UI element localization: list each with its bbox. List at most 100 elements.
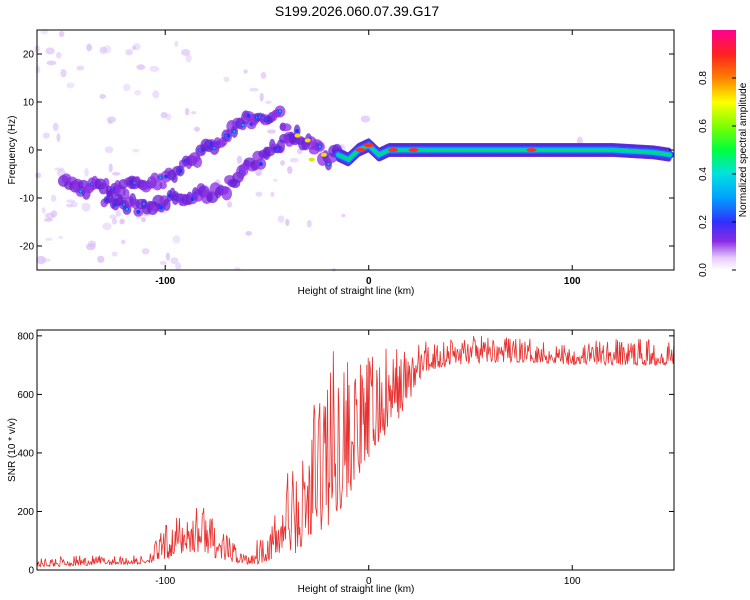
heatmap-hotspot	[308, 157, 315, 162]
heatmap-blob	[279, 123, 292, 132]
heatmap-speckle	[152, 90, 160, 99]
heatmap-speckle	[125, 49, 133, 56]
heatmap-speckle	[81, 202, 91, 212]
heatmap-speckle	[66, 203, 74, 208]
heatmap-speckle	[223, 76, 230, 82]
heatmap-blob	[122, 188, 130, 200]
heatmap-speckle	[97, 255, 105, 263]
heatmap-speckle	[66, 82, 75, 89]
heatmap-speckle	[136, 64, 146, 71]
heatmap-speckle	[35, 172, 42, 179]
heatmap-speckle	[56, 133, 61, 142]
heatmap-hotspot	[294, 133, 301, 138]
heatmap-speckle	[50, 194, 57, 202]
heatmap-blob	[163, 198, 171, 211]
y-tick-label: -10	[20, 194, 35, 205]
heatmap-speckle	[45, 47, 55, 55]
heatmap-hotspot	[304, 138, 311, 143]
heatmap-speckle	[159, 260, 167, 265]
heatmap-speckle	[341, 213, 346, 218]
heatmap-speckle	[43, 218, 53, 222]
y-tick-label: 200	[17, 507, 34, 518]
heatmap-peak-core	[125, 208, 129, 211]
heatmap-speckle	[86, 43, 92, 52]
heatmap-speckle	[259, 92, 264, 102]
colorbar-gradient	[712, 30, 736, 270]
heatmap-speckle	[99, 93, 106, 99]
heatmap-speckle	[236, 155, 243, 164]
x-tick-label: 100	[564, 276, 581, 287]
heatmap-speckle	[306, 220, 312, 228]
colorbar: 0.0 0.2 0.4 0.6 0.8 Normalized spectral ampl…	[698, 30, 749, 277]
heatmap-speckle	[266, 129, 276, 134]
heatmap-speckle	[60, 68, 67, 78]
heatmap-speckle	[172, 235, 181, 244]
snr-panel: 0 200 400 600 800 -100 0 100 Height of straigh…	[7, 329, 675, 595]
heatmap-speckle	[104, 146, 114, 154]
colorbar-tick-label: 0.2	[698, 215, 709, 229]
heatmap-speckle	[174, 40, 179, 47]
colorbar-tick-label: 0.4	[698, 167, 709, 181]
heatmap-speckle	[191, 111, 196, 115]
spectrogram-heatmap	[34, 28, 674, 272]
heatmap-hotspot	[388, 148, 399, 152]
y-tick-label: 600	[17, 390, 34, 401]
y-tick-label: 0	[28, 566, 34, 577]
heatmap-speckle	[66, 199, 76, 204]
snr-plot-area	[37, 330, 674, 570]
spectrogram-x-axis-label: Height of straight line (km)	[298, 286, 415, 297]
heatmap-speckle	[277, 215, 285, 223]
y-tick-label: 0	[28, 146, 34, 157]
heatmap-speckle	[42, 132, 50, 139]
heatmap-speckle	[193, 126, 200, 132]
snr-y-axis-label: SNR (10 * v/v)	[7, 418, 18, 482]
heatmap-speckle	[46, 60, 57, 66]
heatmap-speckle	[133, 43, 141, 51]
y-tick-label: -20	[20, 242, 35, 253]
heatmap-speckle	[285, 218, 290, 227]
heatmap-speckle	[160, 111, 168, 119]
colorbar-ticks: 0.0 0.2 0.4 0.6 0.8	[698, 71, 736, 277]
heatmap-peak	[159, 205, 164, 210]
snr-x-axis-label: Height of straight line (km)	[298, 584, 415, 595]
heatmap-speckle	[249, 87, 259, 92]
heatmap-speckle	[52, 122, 59, 132]
heatmap-speckle	[360, 115, 371, 123]
heatmap-speckle	[109, 214, 118, 220]
heatmap-speckle	[165, 252, 171, 261]
colorbar-tick-label: 0.6	[698, 119, 709, 133]
heatmap-blob	[102, 177, 110, 189]
heatmap-speckle	[123, 83, 131, 92]
heatmap-peak-core	[318, 145, 322, 148]
colorbar-tick-label: 0.8	[698, 71, 709, 85]
heatmap-speckle	[255, 172, 261, 177]
heatmap-speckle	[260, 71, 267, 79]
heatmap-peak-core	[327, 162, 330, 166]
heatmap-peak-core	[241, 124, 245, 127]
heatmap-speckle	[132, 148, 140, 153]
x-tick-label: -100	[155, 276, 175, 287]
y-tick-label: 400	[17, 448, 34, 459]
heatmap-speckle	[226, 201, 233, 208]
heatmap-speckle	[41, 258, 52, 263]
heatmap-hotspot	[363, 143, 374, 148]
x-tick-label: 100	[564, 576, 581, 587]
colorbar-tick-label: 0.0	[698, 263, 709, 277]
x-tick-label: 0	[366, 576, 372, 587]
heatmap-peak	[164, 174, 169, 179]
x-tick-label: 0	[366, 276, 372, 287]
heatmap-peak-core	[278, 110, 282, 113]
heatmap-speckle	[112, 172, 121, 176]
heatmap-speckle	[175, 262, 182, 270]
heatmap-speckle	[255, 191, 263, 197]
snr-series-line	[36, 335, 675, 568]
spectrogram-x-ticks: -100 0 100	[155, 30, 581, 287]
heatmap-speckle	[58, 30, 65, 38]
figure-title: S199.2026.060.07.39.G17	[275, 3, 439, 19]
heatmap-hotspot	[355, 148, 366, 152]
heatmap-blob	[171, 173, 178, 184]
heatmap-speckle	[141, 248, 150, 255]
heatmap-blob	[221, 186, 233, 201]
heatmap-speckle	[185, 54, 192, 63]
